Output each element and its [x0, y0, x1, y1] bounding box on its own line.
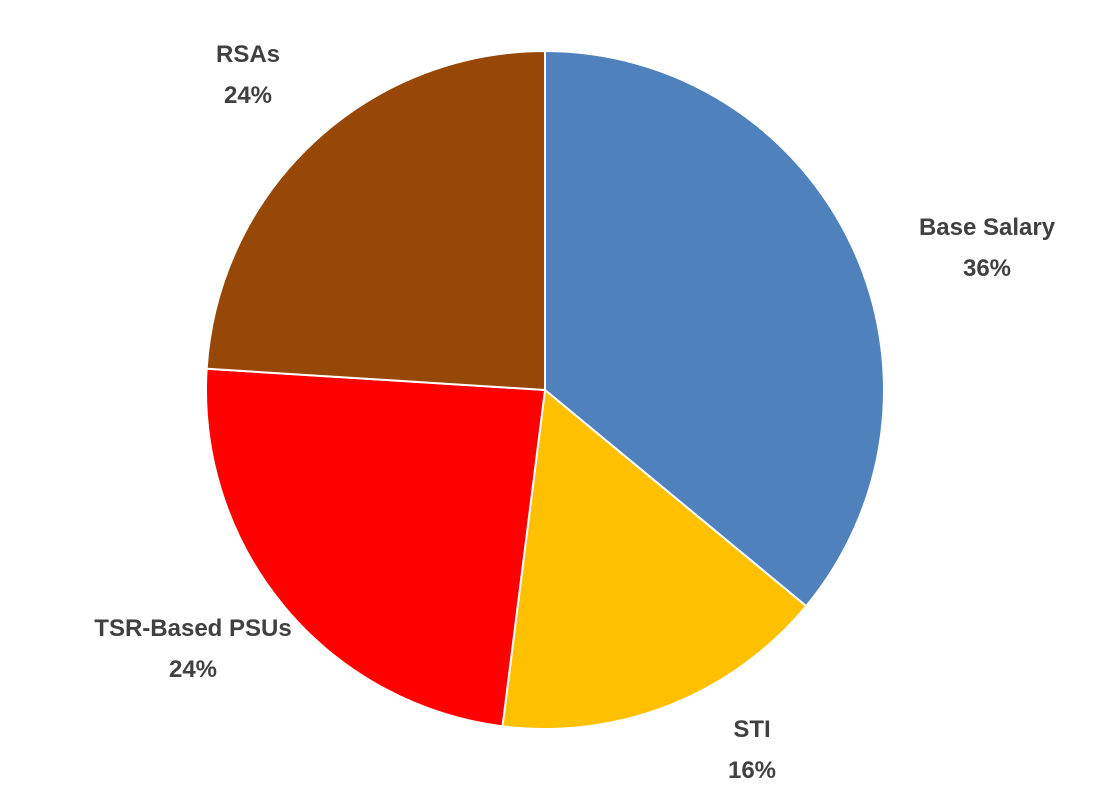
label-rsas-value: 24% [224, 82, 272, 109]
slice-rsas [205, 49, 546, 392]
label-tsr-psus-value: 24% [169, 656, 217, 683]
pie-slices [205, 49, 885, 730]
label-sti-value: 16% [728, 757, 776, 784]
label-rsas-name: RSAs [216, 41, 280, 68]
label-sti-name: STI [733, 716, 770, 743]
slice-base-salary [544, 49, 885, 608]
label-base-salary-name: Base Salary [919, 214, 1056, 241]
slice-tsr-based-psus [205, 367, 547, 728]
label-base-salary-value: 36% [963, 255, 1011, 282]
pie-labels: Base Salary 36% STI 16% TSR-Based PSUs 2… [94, 41, 1055, 784]
slice-sti [501, 388, 808, 730]
label-tsr-psus-name: TSR-Based PSUs [94, 615, 291, 642]
